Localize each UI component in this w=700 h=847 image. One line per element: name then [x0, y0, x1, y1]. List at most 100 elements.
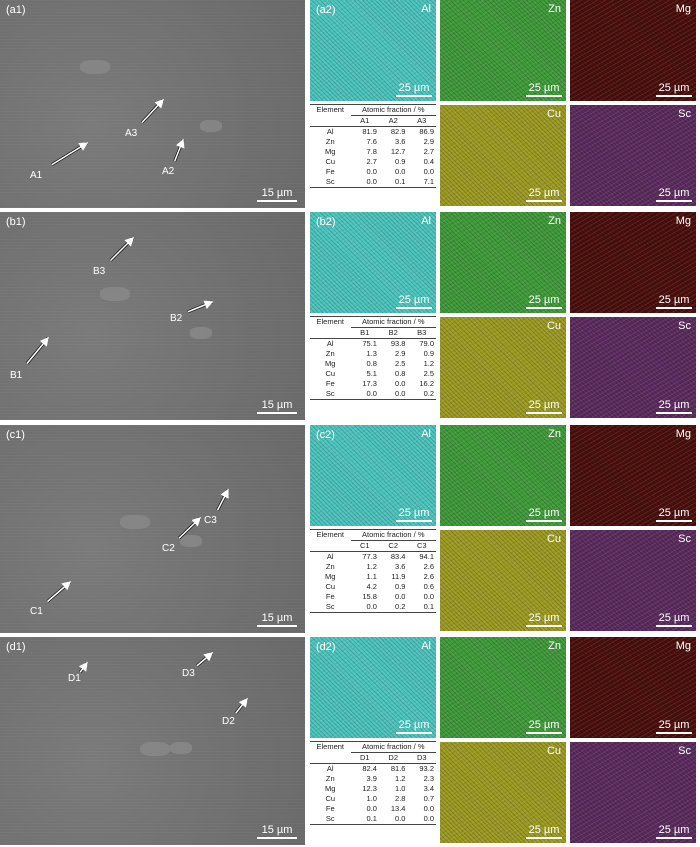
scale-bar: 25 µm [526, 507, 562, 522]
element-label: Cu [546, 745, 561, 757]
particle [80, 60, 110, 74]
scale-bar: 25 µm [656, 507, 692, 522]
scale-bar-text: 25 µm [528, 507, 560, 519]
sem-panel-label: (d1) [6, 641, 26, 653]
table-cell: 0.4 [423, 157, 434, 166]
table-cell: 7.1 [407, 177, 436, 188]
table-cell: Mg [325, 784, 336, 793]
scale-bar-text: 25 µm [658, 399, 690, 411]
scale-bar: 15 µm [257, 824, 297, 839]
scale-bar: 25 µm [526, 187, 562, 202]
scale-bar: 25 µm [526, 612, 562, 627]
header-fraction: Atomic fraction / % [350, 104, 436, 116]
table-row: Zn 7.6 3.6 2.9 [310, 137, 436, 147]
scale-bar: 25 µm [526, 294, 562, 309]
composition-table: Element Atomic fraction / % C1 C2 C3 Al 77.3… [310, 529, 436, 613]
composition-table: Element Atomic fraction / % A1 A2 A3 Al 81.9… [310, 104, 436, 188]
header-point: A2 [378, 115, 408, 127]
eds-map-sc: Sc 25 µm [570, 530, 696, 631]
table-row: Fe 15.8 0.0 0.0 [310, 592, 436, 602]
scale-bar: 25 µm [396, 82, 432, 97]
scale-bar: 25 µm [526, 399, 562, 414]
table-cell: 2.6 [423, 562, 434, 571]
header-fraction: Atomic fraction / % [350, 741, 436, 753]
table-cell: Mg [325, 359, 336, 368]
scale-bar-text: 25 µm [398, 294, 430, 306]
table-cell: 2.7 [423, 147, 434, 156]
element-label: Al [421, 640, 431, 652]
header-point: B3 [407, 327, 436, 339]
arrows [50, 98, 185, 167]
table-cell: 79.0 [419, 339, 434, 348]
header-point: C3 [407, 540, 436, 552]
panel-d: (d1) D1 D2 D3 15 µm (d2) Al 25 µm Zn 25 µm … [0, 637, 700, 847]
point-label: B3 [93, 266, 106, 277]
particle [140, 742, 170, 756]
table-cell: 16.2 [419, 379, 434, 388]
table-cell: 2.8 [395, 794, 406, 803]
eds-map-cu: Cu 25 µm [440, 742, 566, 843]
table-cell: 0.0 [378, 389, 408, 400]
table-cell: 0.0 [395, 379, 406, 388]
table-row: Cu 1.0 2.8 0.7 [310, 794, 436, 804]
table-cell: 94.1 [419, 552, 434, 561]
table-cell: 3.6 [395, 137, 406, 146]
table-cell: 2.3 [423, 774, 434, 783]
table-cell: 0.0 [423, 167, 434, 176]
table-cell: Sc [310, 389, 351, 400]
particle [120, 515, 150, 529]
composition-table: Element Atomic fraction / % D1 D2 D3 Al 82.4… [310, 741, 436, 825]
header-point: B2 [378, 327, 408, 339]
table-cell: 0.1 [350, 814, 379, 825]
element-label: Cu [546, 320, 561, 332]
particle [100, 287, 130, 301]
scale-bar: 25 µm [656, 719, 692, 734]
particle [200, 120, 222, 132]
element-label: Mg [675, 640, 691, 652]
scale-bar-text: 25 µm [658, 294, 690, 306]
table-cell: 2.9 [423, 137, 434, 146]
table-row: Cu 4.2 0.9 0.6 [310, 582, 436, 592]
panel-c: (c1) C1 C2 C3 15 µm (c2) Al 25 µm Zn 25 µm … [0, 425, 700, 635]
table-cell: 0.1 [378, 177, 408, 188]
sem-image: (b1) B1 B2 B3 15 µm [0, 212, 305, 420]
table-row: Sc 0.0 0.1 7.1 [310, 177, 436, 188]
eds-map-sc: Sc 25 µm [570, 105, 696, 206]
scale-bar-text: 25 µm [528, 82, 560, 94]
table-cell: Mg [325, 147, 336, 156]
table-cell: 0.0 [423, 592, 434, 601]
panel-b: (b1) B1 B2 B3 15 µm (b2) Al 25 µm Zn 25 µm … [0, 212, 700, 422]
table-row: Sc 0.0 0.2 0.1 [310, 602, 436, 613]
table-cell: Cu [325, 794, 336, 803]
point-label: D2 [222, 716, 235, 727]
scale-bar-text: 15 µm [261, 824, 293, 836]
scale-bar-text: 25 µm [528, 187, 560, 199]
eds-map-al: (a2) Al 25 µm [310, 0, 436, 101]
table-row: Fe 17.3 0.0 16.2 [310, 379, 436, 389]
eds-map-al: (c2) Al 25 µm [310, 425, 436, 526]
scale-bar-text: 25 µm [528, 612, 560, 624]
table-row: Mg 1.1 11.9 2.6 [310, 572, 436, 582]
header-element: Element [310, 316, 351, 328]
table-cell: 1.0 [395, 784, 406, 793]
table-cell: 0.0 [350, 177, 379, 188]
arrows [25, 236, 214, 365]
table-cell: Al [326, 339, 334, 348]
composition-table: Element Atomic fraction / % B1 B2 B3 Al 75.1… [310, 316, 436, 400]
table-cell: 17.3 [362, 379, 377, 388]
header-element: Element [310, 741, 351, 753]
arrows [46, 488, 230, 603]
table-row: Mg 0.8 2.5 1.2 [310, 359, 436, 369]
scale-bar-text: 25 µm [658, 612, 690, 624]
point-label: C2 [162, 543, 175, 554]
table-cell: 0.8 [395, 369, 406, 378]
element-label: Mg [675, 3, 691, 15]
eds-map-cu: Cu 25 µm [440, 530, 566, 631]
point-label: D3 [182, 668, 195, 679]
scale-bar-text: 25 µm [528, 824, 560, 836]
table-cell: Al [326, 552, 334, 561]
point-label: C3 [204, 515, 217, 526]
element-label: Sc [678, 320, 691, 332]
scale-bar-text: 25 µm [528, 719, 560, 731]
header-point: D2 [378, 752, 408, 764]
